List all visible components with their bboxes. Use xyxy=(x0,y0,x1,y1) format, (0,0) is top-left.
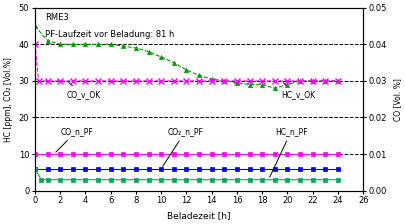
Y-axis label: CO [Vol. %]: CO [Vol. %] xyxy=(392,78,401,121)
Text: RME3: RME3 xyxy=(45,13,68,22)
Text: HC_n_PF: HC_n_PF xyxy=(269,127,307,177)
Text: CO_n_PF: CO_n_PF xyxy=(55,127,93,152)
Text: CO_v_OK: CO_v_OK xyxy=(66,83,100,99)
Text: CO₂_n_PF: CO₂_n_PF xyxy=(162,127,203,166)
Text: HC_v_OK: HC_v_OK xyxy=(280,83,315,99)
Y-axis label: HC [ppm], CO₂ [Vol.%]: HC [ppm], CO₂ [Vol.%] xyxy=(4,57,13,142)
X-axis label: Beladezeit [h]: Beladezeit [h] xyxy=(167,211,230,220)
Text: PF-Laufzeit vor Beladung: 81 h: PF-Laufzeit vor Beladung: 81 h xyxy=(45,30,174,39)
